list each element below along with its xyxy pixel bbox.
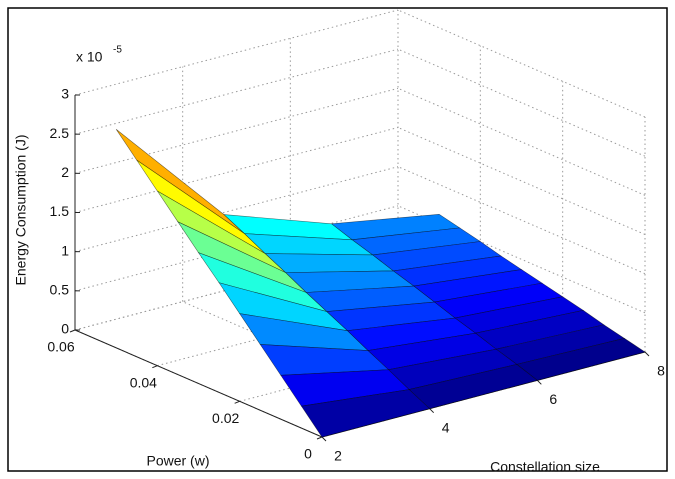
grid-line bbox=[74, 9, 399, 96]
y-axis-label: Power (w) bbox=[146, 453, 209, 469]
tick-mark bbox=[152, 365, 158, 369]
x-tick-label: 6 bbox=[549, 391, 557, 407]
z-tick-label: 0.5 bbox=[50, 282, 70, 298]
tick-mark bbox=[644, 351, 650, 357]
z-tick-label: 2 bbox=[61, 164, 69, 180]
grid-line bbox=[74, 127, 399, 213]
tick-mark bbox=[321, 436, 327, 442]
y-tick-label: 0.06 bbox=[47, 339, 74, 355]
grid-line bbox=[74, 166, 399, 253]
y-tick-label: 0 bbox=[304, 446, 312, 462]
grid-line bbox=[74, 87, 399, 174]
x-axis-label: Constellation size bbox=[490, 459, 600, 475]
x-tick-label: 2 bbox=[334, 448, 342, 464]
tick-mark bbox=[316, 436, 323, 440]
y-tick-label: 0.04 bbox=[130, 374, 157, 390]
tick-mark bbox=[536, 379, 542, 385]
z-tick-label: 3 bbox=[61, 86, 69, 102]
tick-mark bbox=[69, 329, 76, 333]
tick-mark bbox=[234, 400, 240, 404]
z-tick-label: 0 bbox=[61, 321, 69, 337]
grid-line bbox=[74, 48, 399, 135]
x-tick-label: 8 bbox=[657, 363, 665, 379]
z-tick-label: 2.5 bbox=[50, 125, 70, 141]
z-axis-label: Energy Consumption (J) bbox=[13, 135, 29, 286]
z-multiplier: x 10 bbox=[76, 49, 103, 65]
y-tick-label: 0.02 bbox=[212, 410, 239, 426]
surface-patch bbox=[264, 253, 395, 273]
z-tick-label: 1 bbox=[61, 242, 69, 258]
z-multiplier-exponent: -5 bbox=[113, 45, 122, 56]
surface-patch bbox=[300, 389, 431, 438]
x-tick-label: 4 bbox=[442, 419, 450, 435]
axis-line bbox=[74, 329, 323, 438]
tick-mark bbox=[429, 408, 435, 414]
z-tick-label: 1.5 bbox=[50, 203, 70, 219]
